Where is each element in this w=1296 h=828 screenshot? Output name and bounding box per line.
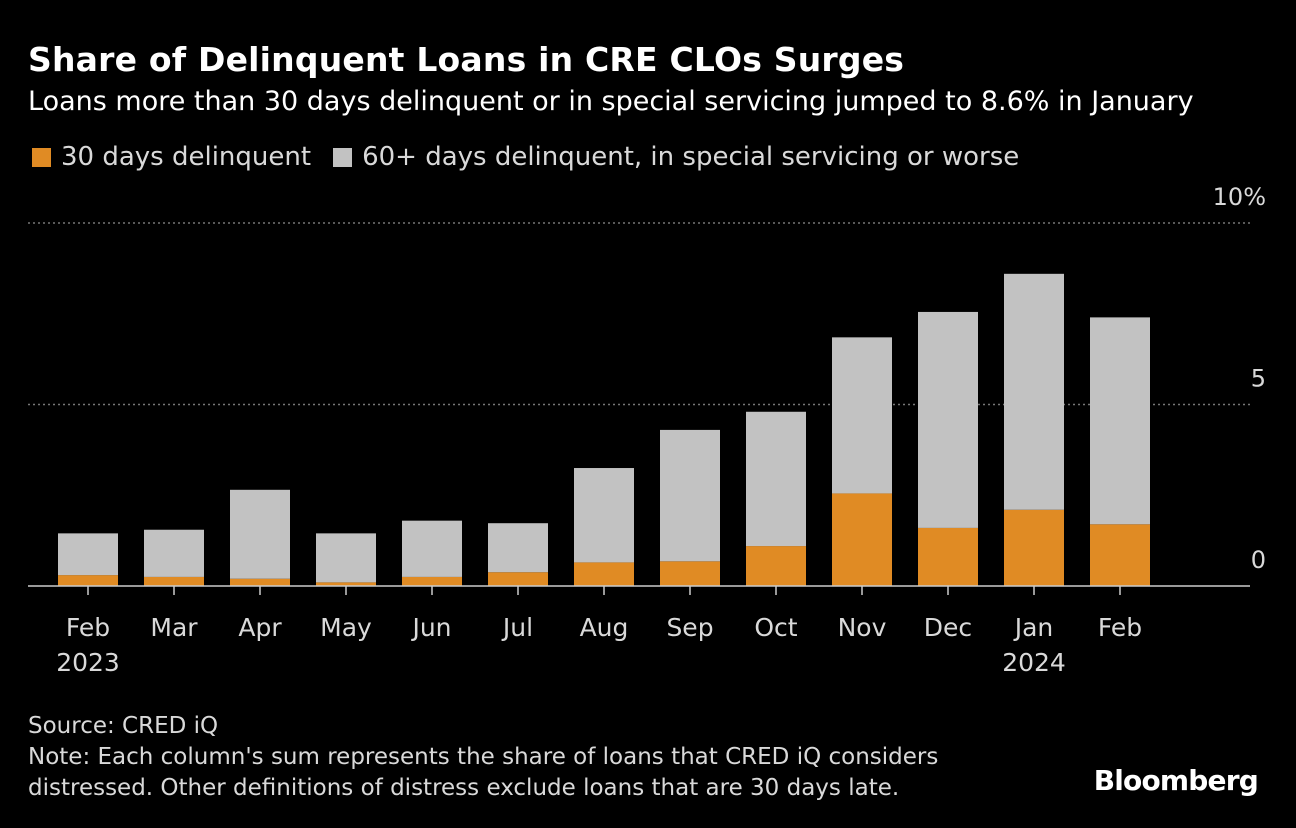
bar-30-days (402, 576, 462, 586)
legend-label-30-days: 30 days delinquent (61, 142, 312, 172)
bar-30-days (746, 546, 806, 586)
bar-30-days (58, 575, 118, 586)
legend-label-60-days: 60+ days delinquent, in special servicin… (362, 142, 1020, 172)
x-year-label: 2024 (1002, 648, 1066, 677)
bloomberg-logo: Bloomberg (1093, 764, 1259, 797)
bar-60-plus-days (316, 533, 376, 583)
y-tick-label: 10% (1213, 183, 1266, 211)
x-tick-label: Jul (501, 613, 533, 642)
note-line-2: distressed. Other definitions of distres… (28, 775, 900, 801)
gridlines (28, 222, 1250, 406)
bar-60-plus-days (746, 411, 806, 547)
bar-30-days (574, 562, 634, 586)
x-axis (28, 585, 1250, 595)
x-tick-label: May (320, 613, 372, 642)
legend: 30 days delinquent 60+ days delinquent, … (32, 142, 1041, 172)
bar-60-plus-days (918, 311, 978, 528)
bar-30-days (1090, 524, 1150, 586)
bar-30-days (488, 572, 548, 586)
legend-swatch-60-days (333, 147, 353, 167)
chart-subtitle: Loans more than 30 days delinquent or in… (28, 86, 1194, 117)
bar-30-days (144, 576, 204, 586)
tick-labels: 0 5 10% Feb 2023 Mar Apr May Jun Jul Aug Sep Oct Nov D… (56, 183, 1266, 677)
bar-30-days (316, 582, 376, 586)
bar-60-plus-days (574, 468, 634, 563)
x-tick-label: Nov (838, 613, 887, 642)
y-tick-label: 5 (1251, 365, 1266, 393)
x-tick-label: Feb (66, 613, 110, 642)
x-tick-label: Dec (924, 613, 972, 642)
x-tick-label: Oct (754, 613, 797, 642)
bar-60-plus-days (832, 337, 892, 494)
x-tick-label: Apr (238, 613, 282, 642)
bar-60-plus-days (144, 529, 204, 577)
x-tick-label: Jun (410, 613, 451, 642)
bar-30-days (660, 561, 720, 586)
x-tick-label: Mar (150, 613, 198, 642)
note-line-1: Note: Each column's sum represents the s… (28, 744, 939, 770)
bar-60-plus-days (1090, 317, 1150, 525)
bar-30-days (918, 527, 978, 586)
legend-swatch-30-days (32, 147, 51, 167)
bar-60-plus-days (58, 533, 118, 576)
bar-60-plus-days (1004, 273, 1064, 510)
legend-item-30-days: 30 days delinquent (32, 142, 311, 172)
bar-30-days (230, 578, 290, 586)
bar-30-days (832, 493, 892, 586)
y-tick-label: 0 (1251, 546, 1266, 574)
bar-60-plus-days (488, 523, 548, 573)
bars (58, 273, 1150, 586)
bar-30-days (1004, 509, 1064, 586)
x-tick-label: Jan (1013, 613, 1054, 642)
x-tick-label: Aug (580, 613, 629, 642)
bar-60-plus-days (660, 429, 720, 562)
footer: Source: CRED iQ Note: Each column's sum … (28, 711, 938, 804)
legend-item-60-days: 60+ days delinquent, in special servicin… (333, 142, 1019, 172)
x-year-label: 2023 (56, 648, 120, 677)
chart-title: Share of Delinquent Loans in CRE CLOs Su… (28, 40, 905, 79)
x-tick-label: Sep (666, 613, 713, 642)
source-text: Source: CRED iQ (28, 713, 219, 739)
bar-60-plus-days (230, 489, 290, 579)
x-tick-label: Feb (1098, 613, 1142, 642)
bar-60-plus-days (402, 520, 462, 577)
